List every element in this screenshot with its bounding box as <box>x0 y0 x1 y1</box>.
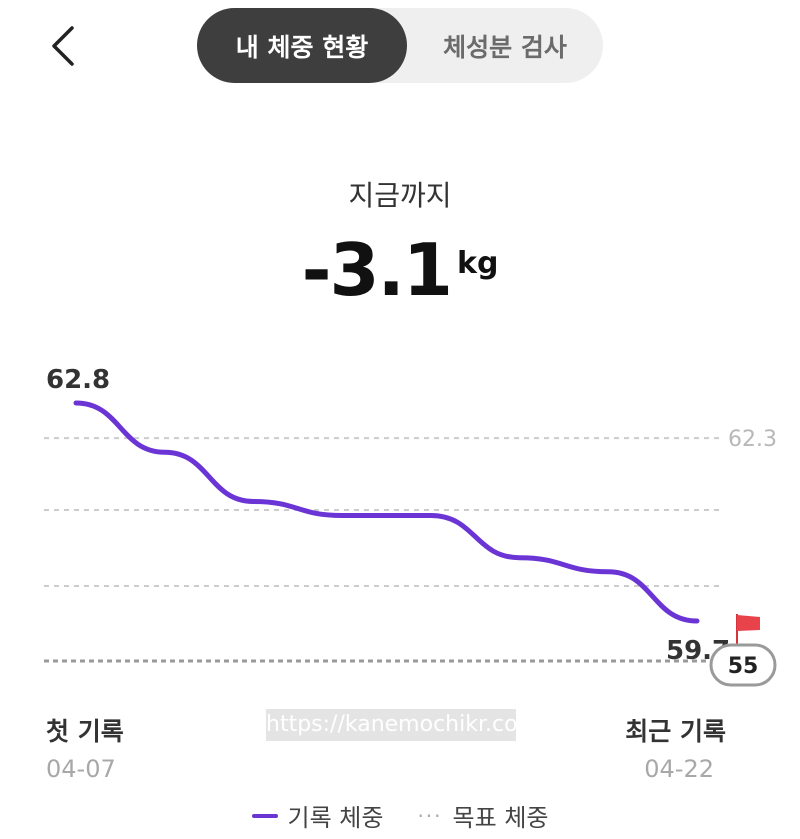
legend-target-swatch: ··· <box>417 803 443 828</box>
chart-legend: 기록 체중 ··· 목표 체중 <box>0 798 800 833</box>
tab-body-composition[interactable]: 체성분 검사 <box>443 32 567 62</box>
legend-record: 기록 체중 <box>251 798 384 833</box>
weight-chart: 62.362.859.755 <box>44 365 777 687</box>
target-value-label: 55 <box>728 654 759 679</box>
weight-change: -3.1 kg <box>0 228 800 312</box>
tab-switcher: 내 체중 현황 체성분 검사 <box>197 8 603 83</box>
legend-target-label: 목표 체중 <box>452 804 549 832</box>
watermark: https://kanemochikr.com <box>266 709 539 741</box>
legend-record-swatch <box>251 813 278 818</box>
latest-record-label: 최근 기록 <box>625 717 726 746</box>
reference-value-label: 62.3 <box>728 427 777 452</box>
chevron-left-icon <box>52 26 74 66</box>
latest-record-date: 04-22 <box>644 755 714 783</box>
summary-label: 지금까지 <box>348 179 452 212</box>
first-record-label: 첫 기록 <box>46 717 124 746</box>
weight-change-unit: kg <box>457 246 499 281</box>
back-button[interactable] <box>44 22 84 70</box>
target-badge <box>709 643 777 687</box>
legend-record-label: 기록 체중 <box>287 804 384 832</box>
flag-icon <box>737 615 760 631</box>
tab-my-weight[interactable]: 내 체중 현황 <box>197 8 407 83</box>
first-value-label: 62.8 <box>46 365 110 395</box>
weight-change-value: -3.1 <box>301 228 453 312</box>
legend-target: ··· 목표 체중 <box>417 798 548 833</box>
record-weight-line <box>73 400 700 624</box>
first-record-date: 04-07 <box>46 755 116 783</box>
